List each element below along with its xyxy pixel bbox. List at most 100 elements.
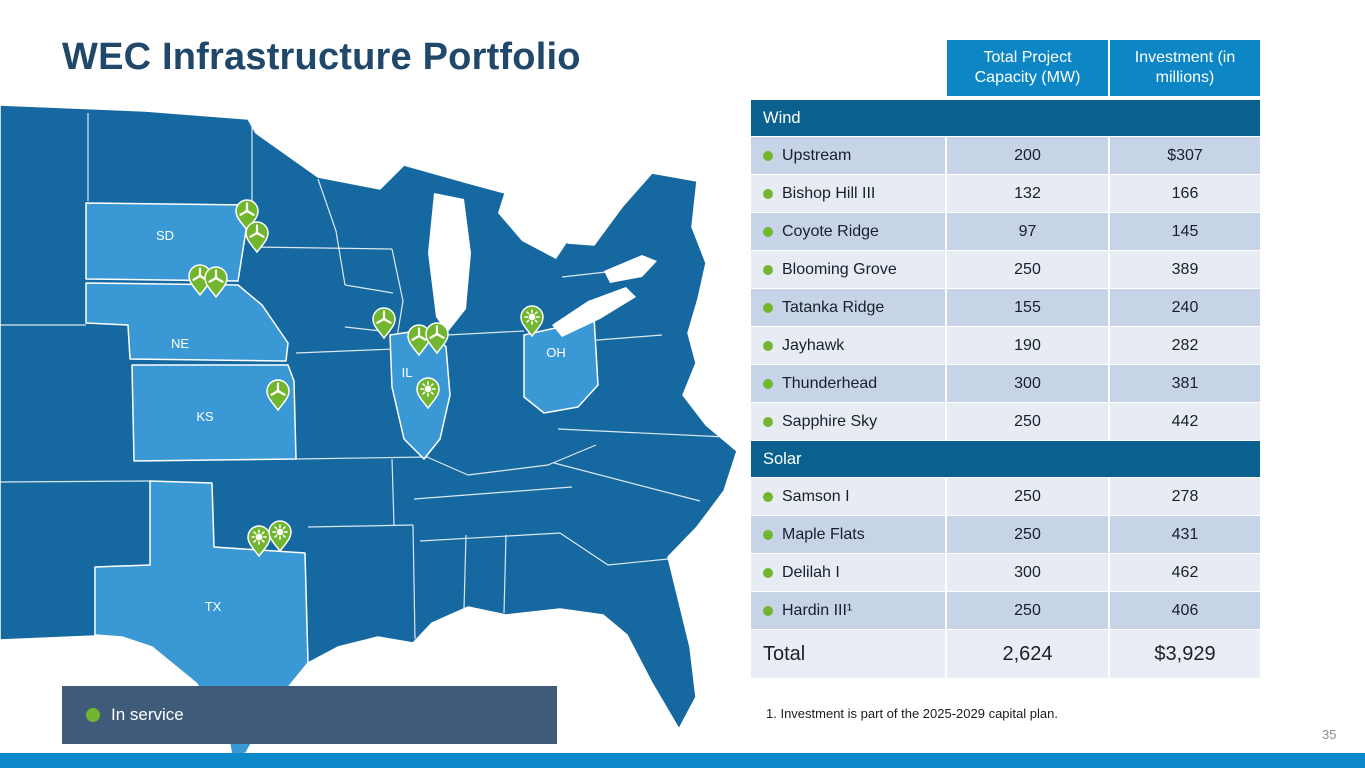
project-name: Blooming Grove xyxy=(782,260,897,278)
in-service-dot-icon xyxy=(763,378,773,389)
capacity-value: 300 xyxy=(947,365,1108,402)
project-name: Hardin III¹ xyxy=(782,601,853,619)
in-service-dot-icon xyxy=(763,226,773,237)
col-header-capacity: Total Project Capacity (MW) xyxy=(947,40,1108,96)
project-name: Maple Flats xyxy=(782,525,865,543)
project-name-cell: Samson I xyxy=(751,478,945,515)
project-name-cell: Delilah I xyxy=(751,554,945,591)
state-label-il: IL xyxy=(402,365,413,380)
state-nebraska xyxy=(85,282,289,362)
table-header-row: Total Project Capacity (MW) Investment (… xyxy=(751,40,1260,96)
investment-value: 462 xyxy=(1110,554,1260,591)
in-service-dot-icon xyxy=(763,188,773,199)
capacity-value: 190 xyxy=(947,327,1108,364)
investment-value: 431 xyxy=(1110,516,1260,553)
project-name: Samson I xyxy=(782,487,850,505)
project-name-cell: Bishop Hill III xyxy=(751,175,945,212)
state-label-oh: OH xyxy=(546,345,566,360)
table-row: Bishop Hill III 132 166 xyxy=(751,175,1260,212)
total-investment: $3,929 xyxy=(1110,630,1260,678)
in-service-dot-icon xyxy=(763,567,773,578)
project-name: Delilah I xyxy=(782,563,840,581)
in-service-dot-icon xyxy=(763,416,773,427)
wind-turbine-pin-icon xyxy=(425,322,449,355)
in-service-dot-icon xyxy=(763,150,773,161)
table-row: Hardin III¹ 250 406 xyxy=(751,592,1260,629)
investment-value: 282 xyxy=(1110,327,1260,364)
solar-pin-icon xyxy=(416,377,440,410)
in-service-dot-icon xyxy=(763,340,773,351)
wind-turbine-pin-icon xyxy=(245,221,269,254)
project-name: Tatanka Ridge xyxy=(782,298,885,316)
table-row: Delilah I 300 462 xyxy=(751,554,1260,591)
state-label-ks: KS xyxy=(196,409,214,424)
project-name: Jayhawk xyxy=(782,336,845,354)
lake-ontario xyxy=(604,255,657,283)
project-name-cell: Coyote Ridge xyxy=(751,213,945,250)
project-name: Upstream xyxy=(782,146,852,164)
in-service-dot-icon xyxy=(86,708,100,722)
table-row: Tatanka Ridge 155 240 xyxy=(751,289,1260,326)
investment-value: 240 xyxy=(1110,289,1260,326)
state-kansas xyxy=(131,364,297,462)
solar-pin-icon xyxy=(268,520,292,553)
section-header-solar: Solar xyxy=(751,441,1260,477)
investment-value: 381 xyxy=(1110,365,1260,402)
wind-turbine-pin-icon xyxy=(266,379,290,412)
in-service-dot-icon xyxy=(763,605,773,616)
investment-value: 442 xyxy=(1110,403,1260,440)
investment-value: $307 xyxy=(1110,137,1260,174)
capacity-value: 132 xyxy=(947,175,1108,212)
lake-michigan xyxy=(428,193,471,333)
investment-value: 406 xyxy=(1110,592,1260,629)
project-name-cell: Tatanka Ridge xyxy=(751,289,945,326)
capacity-value: 250 xyxy=(947,251,1108,288)
capacity-value: 250 xyxy=(947,403,1108,440)
table-row: Maple Flats 250 431 xyxy=(751,516,1260,553)
total-label: Total xyxy=(751,630,945,678)
project-name-cell: Thunderhead xyxy=(751,365,945,402)
table-row: Upstream 200 $307 xyxy=(751,137,1260,174)
investment-value: 145 xyxy=(1110,213,1260,250)
footnote: 1. Investment is part of the 2025-2029 c… xyxy=(766,706,1058,721)
section-header-wind: Wind xyxy=(751,100,1260,136)
investment-value: 166 xyxy=(1110,175,1260,212)
table-body: Wind Upstream 200 $307 Bishop Hill III 1… xyxy=(751,100,1260,629)
capacity-value: 97 xyxy=(947,213,1108,250)
investment-value: 389 xyxy=(1110,251,1260,288)
legend: In service xyxy=(62,686,557,744)
in-service-dot-icon xyxy=(763,302,773,313)
section-name: Wind xyxy=(763,108,801,127)
footer-bar xyxy=(0,753,1365,768)
state-south-dakota xyxy=(85,202,251,282)
capacity-value: 300 xyxy=(947,554,1108,591)
in-service-dot-icon xyxy=(763,264,773,275)
solar-pin-icon xyxy=(520,305,544,338)
capacity-value: 250 xyxy=(947,478,1108,515)
in-service-dot-icon xyxy=(763,491,773,502)
project-name-cell: Hardin III¹ xyxy=(751,592,945,629)
total-capacity: 2,624 xyxy=(947,630,1108,678)
capacity-value: 155 xyxy=(947,289,1108,326)
project-name-cell: Blooming Grove xyxy=(751,251,945,288)
great-lakes xyxy=(428,191,657,337)
section-name: Solar xyxy=(763,449,802,468)
project-name: Thunderhead xyxy=(782,374,878,392)
state-label-ne: NE xyxy=(171,336,189,351)
table-row: Blooming Grove 250 389 xyxy=(751,251,1260,288)
state-label-sd: SD xyxy=(156,228,174,243)
legend-label: In service xyxy=(111,705,184,724)
wind-turbine-pin-icon xyxy=(372,307,396,340)
total-row: Total 2,624 $3,929 xyxy=(751,630,1260,678)
capacity-value: 200 xyxy=(947,137,1108,174)
project-name-cell: Upstream xyxy=(751,137,945,174)
wind-turbine-pin-icon xyxy=(204,266,228,299)
lake-erie xyxy=(552,287,636,337)
state-labels: SD NE KS IL OH TX xyxy=(156,228,566,614)
state-label-tx: TX xyxy=(205,599,222,614)
investment-value: 278 xyxy=(1110,478,1260,515)
project-name-cell: Sapphire Sky xyxy=(751,403,945,440)
page-number: 35 xyxy=(1322,727,1337,742)
table-row: Jayhawk 190 282 xyxy=(751,327,1260,364)
